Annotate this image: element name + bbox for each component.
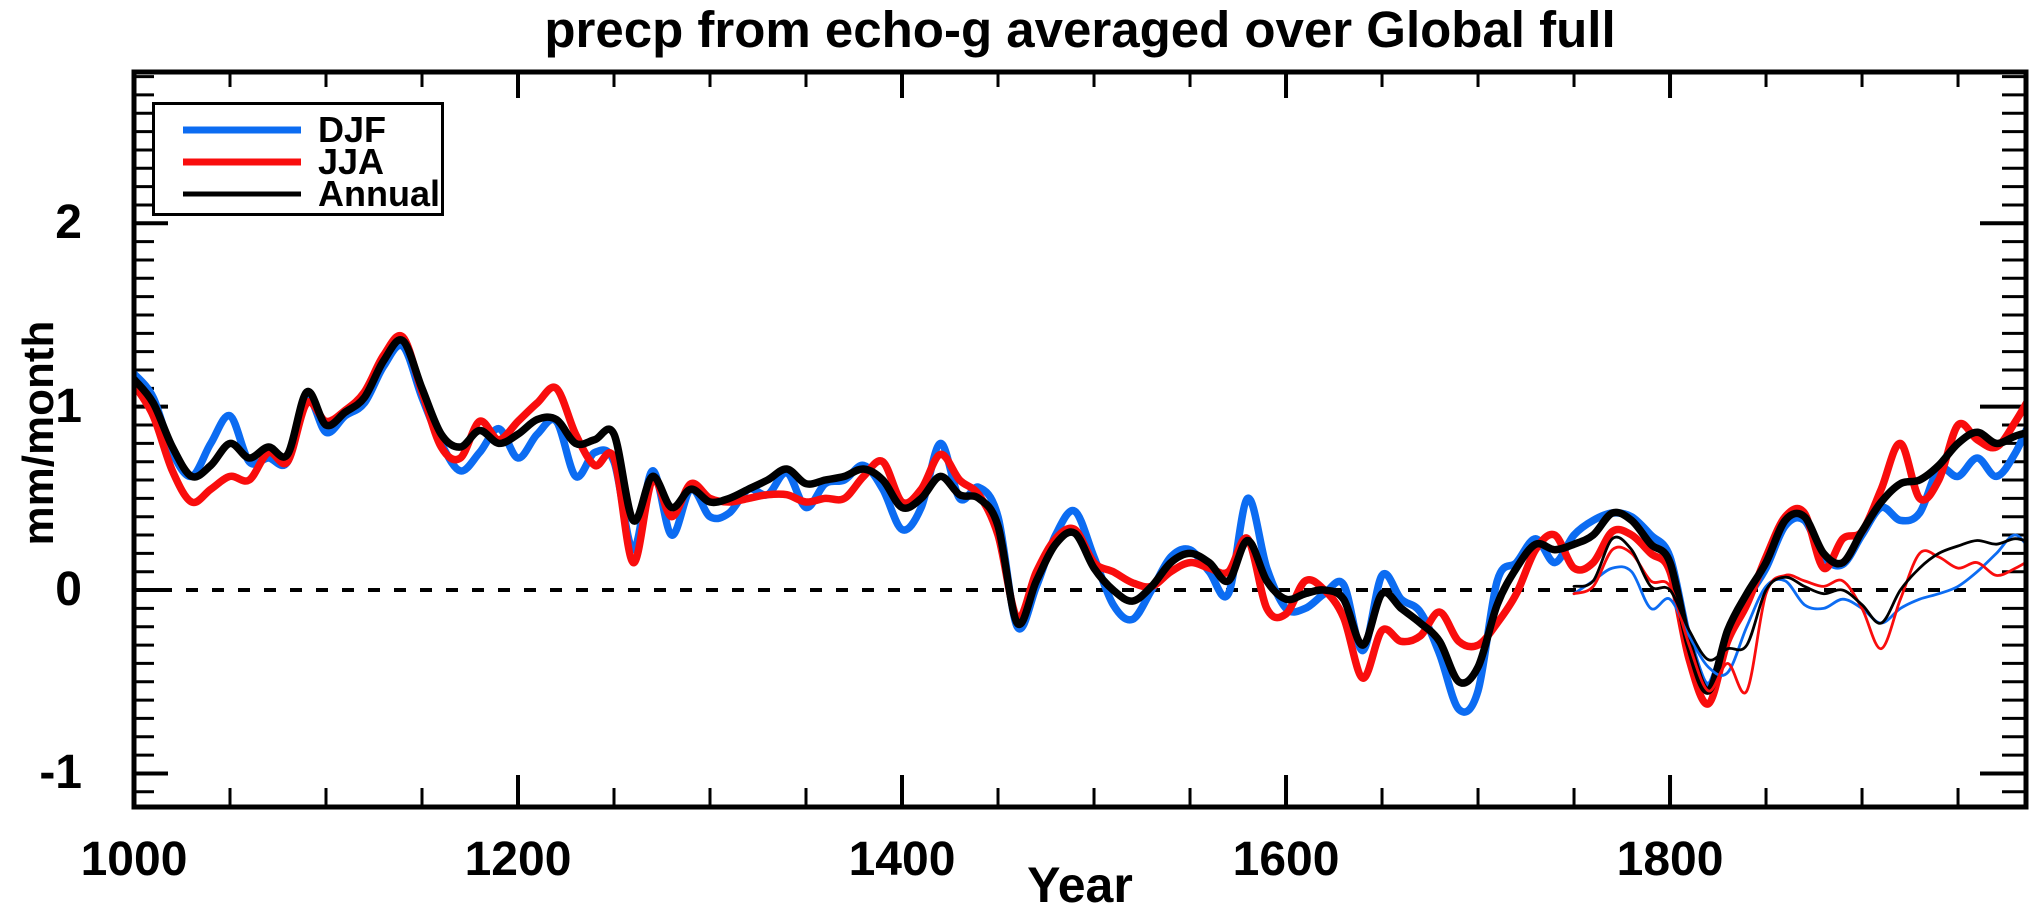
x-tick-label-1400: 1400 <box>848 833 956 886</box>
legend-item-jja: JJA <box>155 141 441 182</box>
legend-item-djf: DJF <box>155 109 441 150</box>
x-tick-label-1000: 1000 <box>80 833 188 886</box>
legend-label-annual: Annual <box>318 173 440 214</box>
annual-line-swatch <box>183 191 301 197</box>
series-annual-line <box>134 336 2026 695</box>
series-djf-thin-line <box>1572 533 2026 677</box>
jja-line-swatch <box>183 158 301 166</box>
data-series <box>134 331 2026 716</box>
djf-line-swatch <box>183 126 301 134</box>
series-jja-thin-line <box>1572 545 2026 695</box>
plot-frame <box>131 69 2029 810</box>
chart-title: precp from echo-g averaged over Global f… <box>544 1 1616 58</box>
legend-label-jja: JJA <box>318 141 385 182</box>
y-tick-label-0: 0 <box>55 563 82 617</box>
series-djf-line <box>134 341 2026 716</box>
legend-label-djf: DJF <box>318 109 387 150</box>
y-tick-label--1: -1 <box>39 746 82 800</box>
x-tick-label-1800: 1800 <box>1616 833 1724 886</box>
x-axis-label: Year <box>1027 857 1133 913</box>
x-tick-label-1200: 1200 <box>464 833 572 886</box>
y-tick-label-2: 2 <box>55 196 82 250</box>
x-tick-label-1600: 1600 <box>1232 833 1340 886</box>
legend-item-annual: Annual <box>155 173 441 214</box>
series-annual-thin-line <box>1572 535 2026 662</box>
y-tick-label-1: 1 <box>55 379 82 433</box>
legend-box: DJF JJA Annual <box>152 102 444 216</box>
axis-ticks <box>132 72 2026 807</box>
